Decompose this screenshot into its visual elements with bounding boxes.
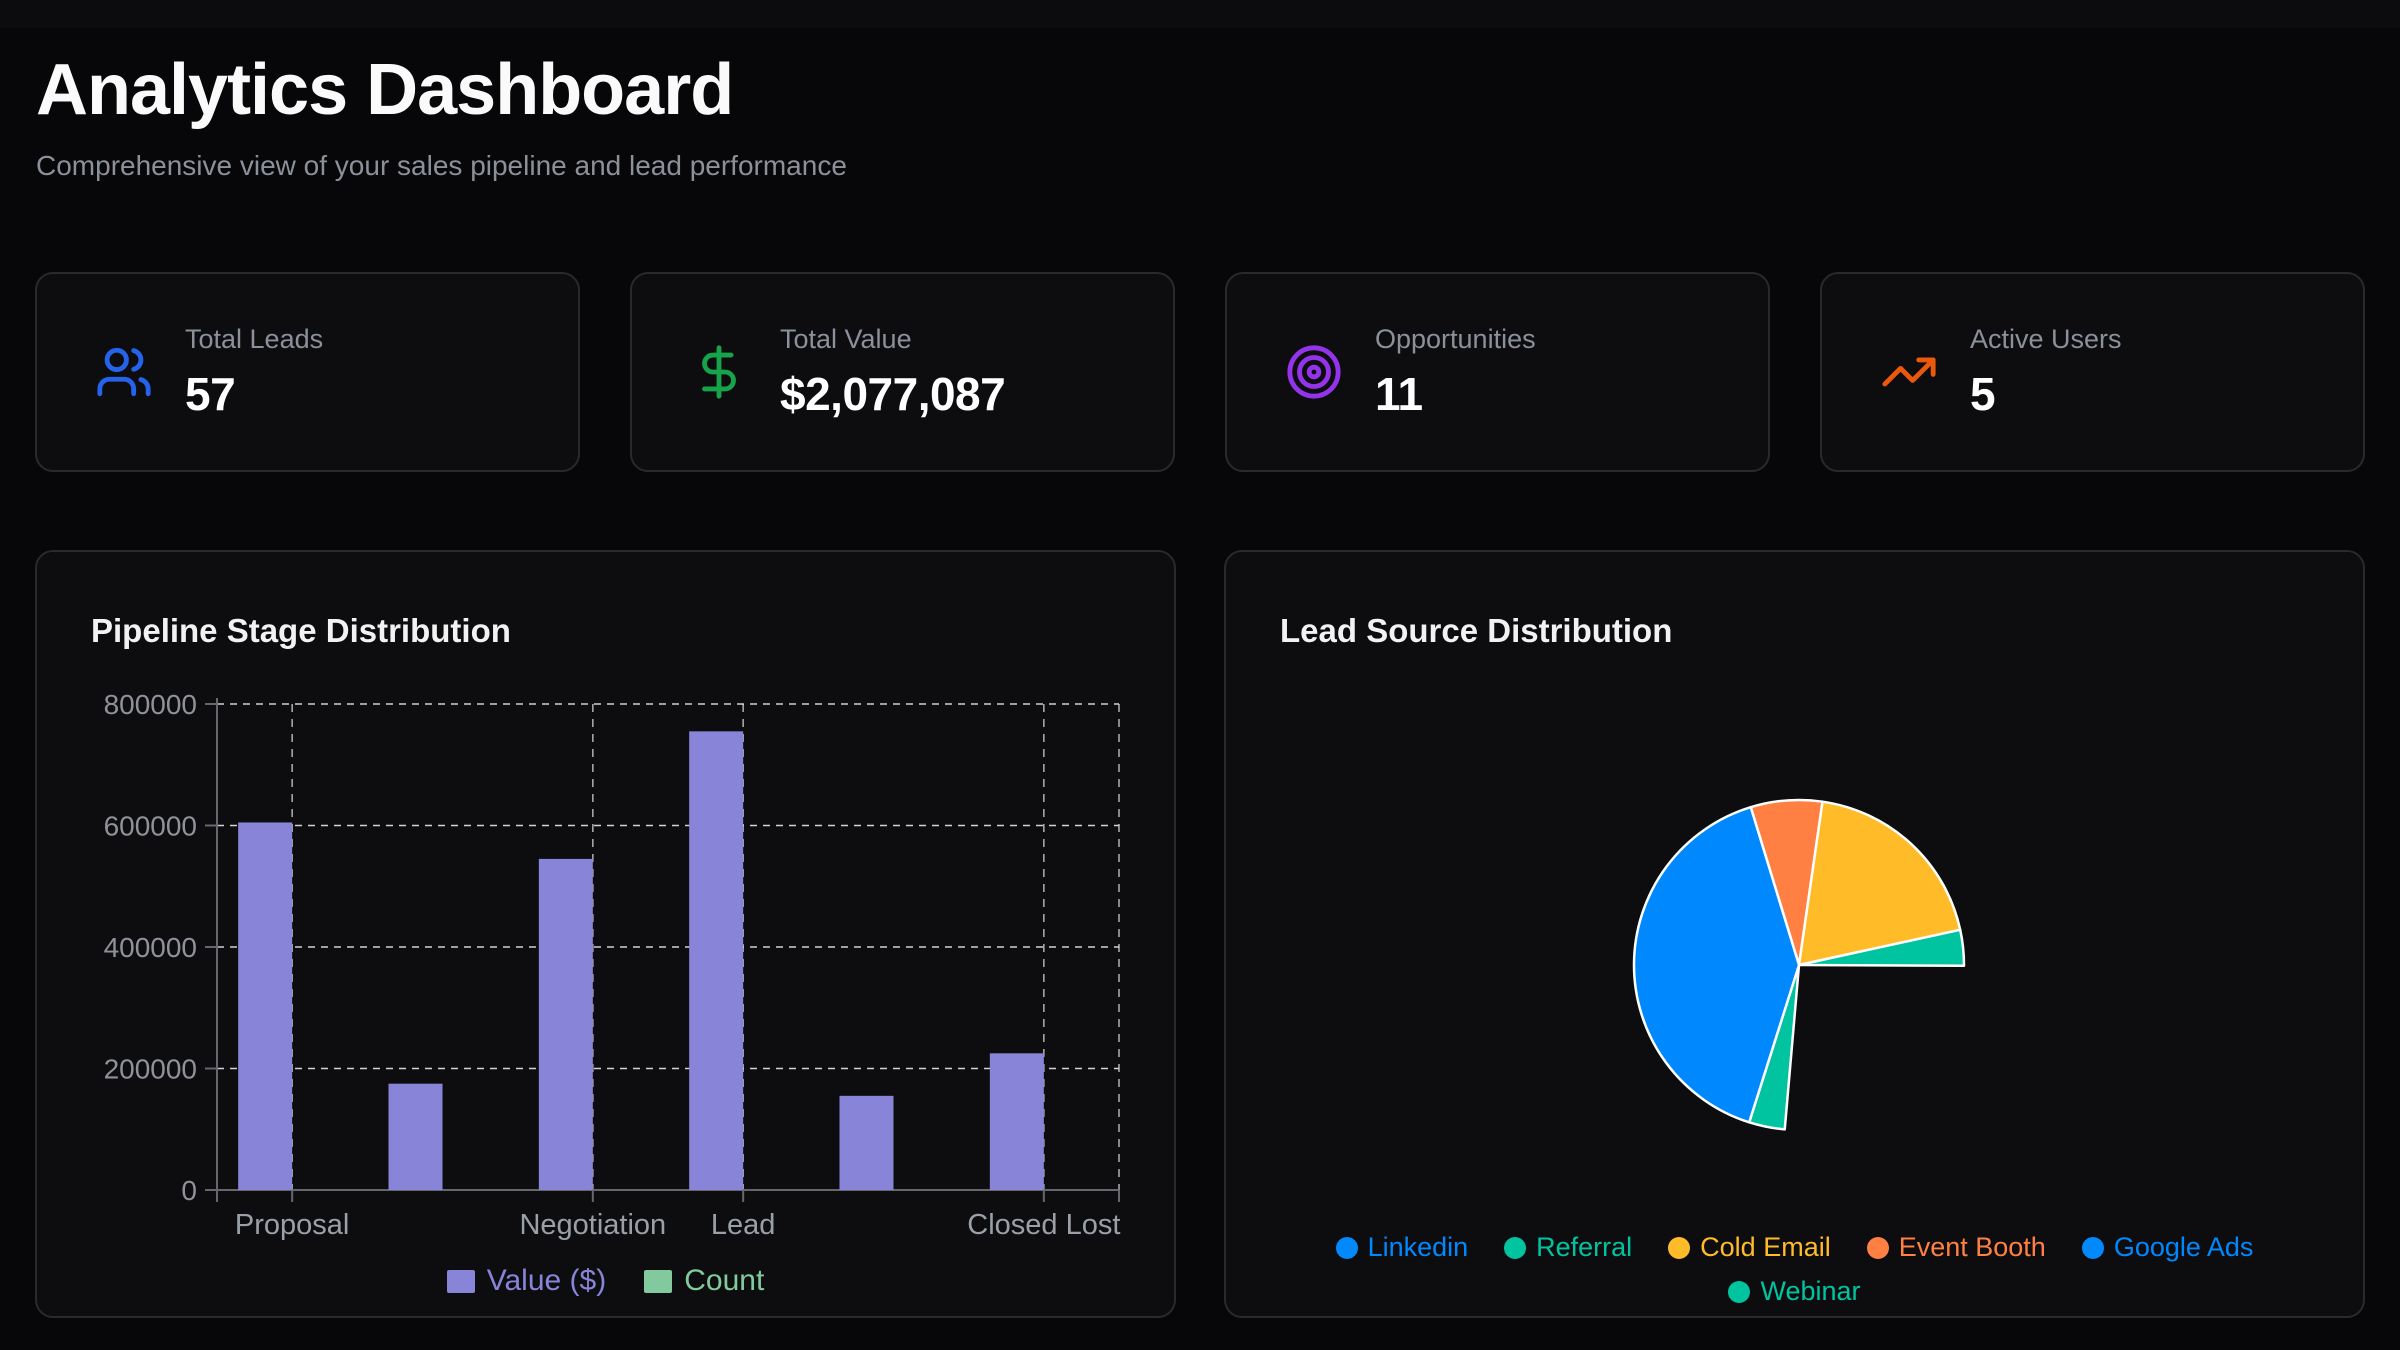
stats-row: Total Leads 57 Total Value $2,077,087 Opport… (0, 272, 2400, 472)
legend-label: Webinar (1760, 1276, 1861, 1306)
pipeline-stage-chart-card: Pipeline Stage Distribution 0 200000 40000… (35, 550, 1176, 1318)
legend-swatch (644, 1269, 673, 1293)
users-icon (95, 343, 153, 401)
stat-label: Total Leads (185, 323, 324, 354)
charts-row: Pipeline Stage Distribution 0 200000 40000… (0, 550, 2400, 1318)
pie-legend-item-webinar[interactable]: Webinar (1728, 1276, 1861, 1307)
x-tick-label: Negotiation (519, 1209, 666, 1241)
stat-value: 57 (185, 367, 236, 420)
page-title: Analytics Dashboard (36, 50, 734, 130)
legend-swatch (446, 1269, 475, 1293)
legend-dot (1335, 1236, 1358, 1259)
y-tick-label: 200000 (104, 1054, 197, 1085)
bar-chart-legend: Value ($) Count (37, 1264, 1174, 1298)
legend-dot (1668, 1236, 1691, 1259)
stat-card-total-value: Total Value $2,077,087 (630, 272, 1175, 472)
bar-value-5[interactable] (989, 1053, 1044, 1190)
legend-label: Google Ads (2113, 1232, 2254, 1262)
legend-label: Referral (1536, 1232, 1633, 1262)
pie-slice-cold-email[interactable] (1797, 800, 1962, 967)
x-tick-label: Closed Lost (967, 1209, 1120, 1241)
legend-label: Value ($) (486, 1264, 607, 1297)
top-band (0, 0, 2400, 28)
stat-value: $2,077,087 (780, 367, 1006, 420)
stat-card-opportunities: Opportunities 11 (1225, 272, 1770, 472)
pie-legend-row-2: Webinar (1226, 1276, 2363, 1307)
stat-value: 11 (1375, 367, 1423, 420)
pie-chart-svg (1632, 798, 1966, 1131)
stat-label: Opportunities (1375, 323, 1536, 354)
y-tick-label: 800000 (104, 689, 197, 720)
legend-dot (1866, 1236, 1889, 1259)
bar-legend-item-count[interactable]: Count (644, 1264, 764, 1298)
pie-legend-row-1: Linkedin Referral Cold Email Event Booth Goo… (1226, 1232, 2363, 1263)
pie-legend-item-google-ads[interactable]: Google Ads (2081, 1232, 2254, 1263)
stat-card-active-users: Active Users 5 (1820, 272, 2365, 472)
bar-value-2[interactable] (538, 858, 593, 1190)
pie-slice-webinar[interactable] (1797, 928, 1966, 968)
pie-legend-item-cold-email[interactable]: Cold Email (1668, 1232, 1831, 1263)
stat-label: Active Users (1970, 323, 2122, 354)
pie-legend-item-referral[interactable]: Referral (1504, 1232, 1632, 1263)
x-tick-label: Proposal (235, 1209, 349, 1241)
legend-label: Count (684, 1264, 765, 1297)
pie-legend-item-linkedin[interactable]: Linkedin (1335, 1232, 1469, 1263)
legend-dot (1728, 1280, 1751, 1303)
target-icon (1285, 343, 1343, 401)
bar-value-4[interactable] (839, 1095, 894, 1190)
page-subtitle: Comprehensive view of your sales pipelin… (36, 149, 847, 181)
dollar-sign-icon (690, 343, 748, 401)
pie-legend-item-event-booth[interactable]: Event Booth (1866, 1232, 2046, 1263)
legend-dot (2081, 1236, 2104, 1259)
bar-value-0[interactable] (238, 822, 293, 1190)
legend-label: Event Booth (1898, 1232, 2046, 1262)
page-header: Analytics Dashboard Comprehensive view o… (36, 50, 847, 182)
y-tick-label: 0 (181, 1175, 197, 1206)
bar-legend-item-value-[interactable]: Value ($) (446, 1264, 607, 1298)
stat-label: Total Value (780, 323, 912, 354)
y-tick-label: 600000 (104, 811, 197, 842)
pie-chart-title: Lead Source Distribution (1280, 612, 1673, 649)
x-tick-label: Lead (711, 1209, 776, 1241)
pie-slice-linkedin[interactable] (1632, 805, 1801, 1124)
lead-source-chart-card: Lead Source Distribution Linkedin Referra… (1224, 550, 2365, 1318)
legend-dot (1504, 1236, 1527, 1259)
bar-value-3[interactable] (689, 731, 744, 1190)
legend-label: Linkedin (1367, 1232, 1469, 1262)
bar-value-1[interactable] (388, 1083, 443, 1190)
legend-label: Cold Email (1700, 1232, 1831, 1262)
stat-value: 5 (1970, 367, 1996, 420)
stat-card-total-leads: Total Leads 57 (35, 272, 580, 472)
bar-chart-svg: 0 200000 400000 600000 800000 Proposal Negotia… (104, 689, 1121, 1241)
trending-up-icon (1880, 343, 1938, 401)
y-tick-label: 400000 (104, 932, 197, 963)
bar-chart-title: Pipeline Stage Distribution (91, 612, 511, 649)
